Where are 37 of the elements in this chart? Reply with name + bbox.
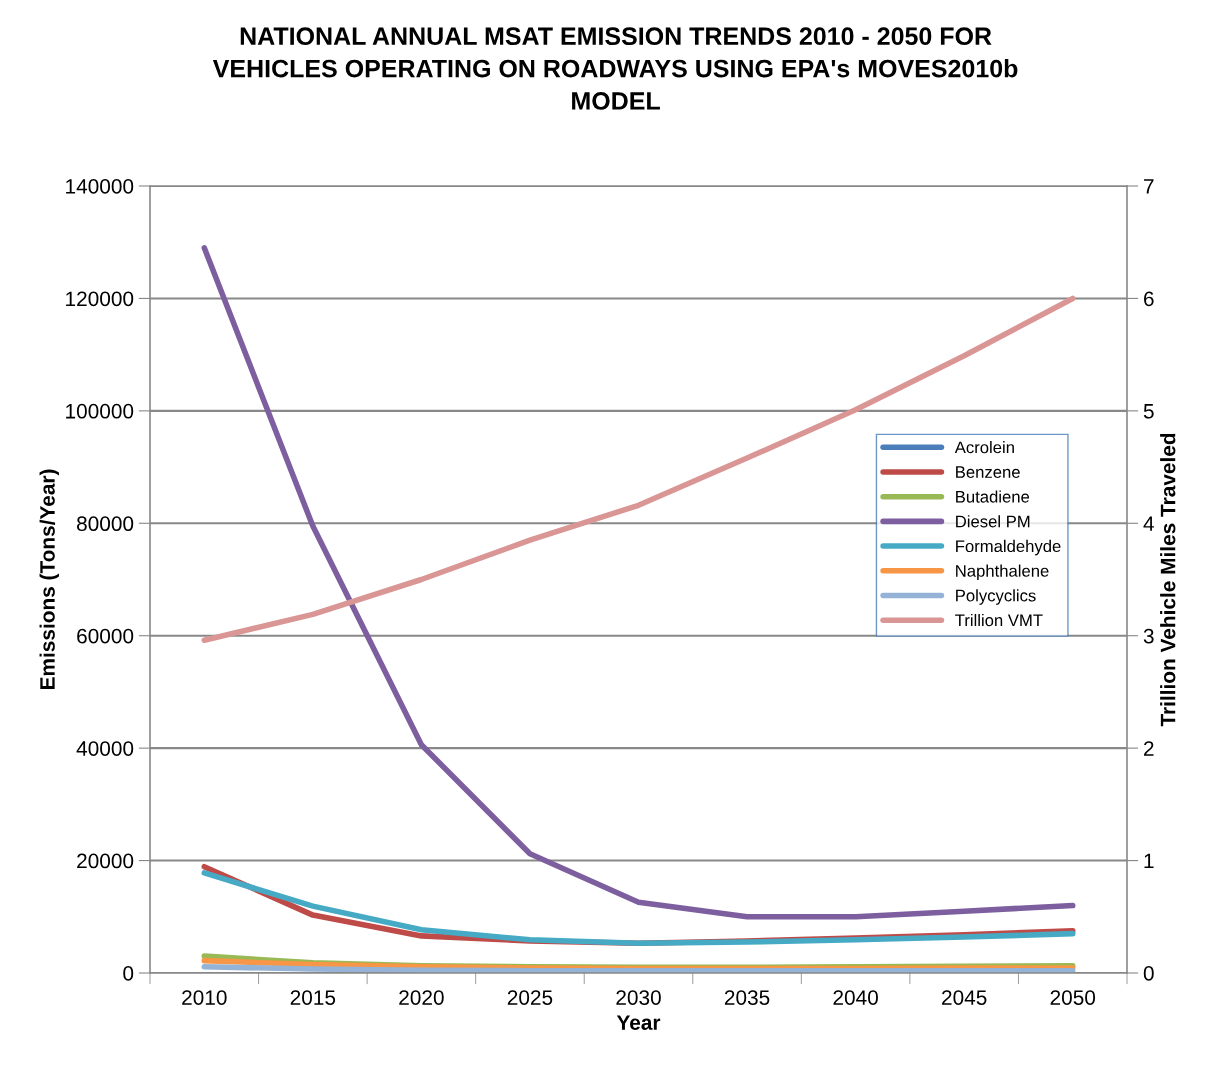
x-tick-label: 2020 [399,990,444,1005]
y-tick-label: 20000 [77,853,134,869]
x-tick-label: 2045 [942,990,987,1005]
y2-tick-label: 3 [1143,628,1154,644]
x-tick-label: 2030 [616,990,661,1005]
legend-label: Naphthalene [956,564,1049,581]
y2-tick-label: 4 [1143,516,1154,531]
legend-label: Formaldehyde [956,539,1061,556]
legend-label: Benzene [956,466,1020,478]
y-tick-label: 60000 [77,628,134,644]
legend-label: Trillion VMT [955,613,1043,627]
legend-label: Diesel PM [956,515,1030,528]
legend-label: Polycyclics [956,589,1036,605]
y2-tick-label: 5 [1143,404,1154,419]
chart-title: NATIONAL ANNUAL MSAT EMISSION TRENDS 2010 - 2050 FOR VEHICLES OPERATING ON ROADWAYS USING EPA's MOVES2010b MODEL [212,27,1018,110]
y-tick-label: 140000 [66,179,134,194]
y-tick-label: 0 [123,966,134,981]
legend-label: Acrolein [954,441,1014,454]
y-axis-title: Emissions (Tons/Year) [39,469,59,690]
x-tick-label: 2035 [724,990,770,1005]
x-tick-label: 2040 [833,990,878,1005]
y2-tick-label: 2 [1144,741,1154,756]
x-tick-label: 2010 [182,990,227,1005]
y2-tick-label: 0 [1143,966,1154,981]
x-tick-label: 2050 [1050,990,1096,1005]
y2-tick-label: 7 [1144,179,1154,194]
x-tick-label: 2015 [290,990,336,1005]
x-axis-title: Year [616,1015,661,1030]
y2-tick-label: 1 [1144,853,1154,869]
x-tick-label: 2025 [507,990,553,1005]
y-tick-label: 100000 [66,403,134,419]
y2-axis-title: Trillion Vehicle Miles Traveled [1160,433,1176,727]
y-tick-label: 40000 [76,741,134,756]
y2-tick-label: 6 [1144,291,1154,307]
legend-label: Butadiene [956,490,1030,503]
y-tick-label: 80000 [77,516,134,532]
y-tick-label: 120000 [66,291,134,307]
